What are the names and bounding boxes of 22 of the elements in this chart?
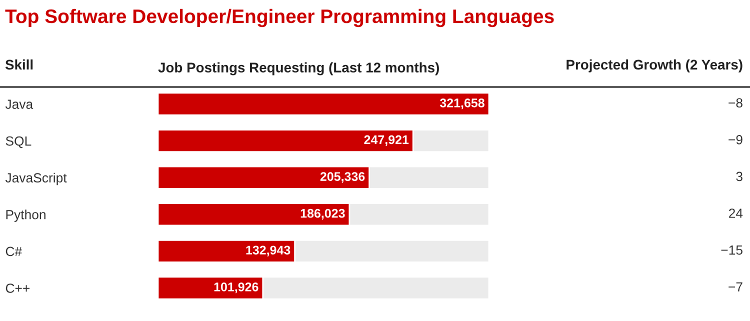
data-label: −7 bbox=[728, 282, 742, 292]
data-label: −8 bbox=[728, 98, 742, 108]
data-label: 24 bbox=[728, 208, 743, 218]
y-tick-label: Java bbox=[5, 100, 34, 109]
data-label: 101,926 bbox=[214, 282, 258, 294]
data-label: 321,658 bbox=[440, 98, 484, 110]
data-label: 247,921 bbox=[364, 135, 409, 146]
y-tick-label: SQL bbox=[6, 136, 32, 148]
data-label: −9 bbox=[728, 135, 742, 144]
y-tick-label: C++ bbox=[6, 284, 30, 293]
data-label: 132,943 bbox=[246, 246, 290, 256]
y-tick-label: Python bbox=[6, 210, 46, 222]
data-label: −15 bbox=[721, 246, 742, 255]
y-tick-label: C# bbox=[6, 246, 22, 256]
y-tick-label: JavaScript bbox=[5, 172, 67, 186]
data-label: 205,336 bbox=[320, 172, 365, 183]
x-axis-title: Job Postings Requesting (Last 12 months) bbox=[158, 62, 439, 76]
data-label: 3 bbox=[736, 172, 742, 182]
text: Projected Growth (2 Years) bbox=[566, 59, 742, 72]
y-axis-title: Skill bbox=[5, 59, 33, 70]
chart-title: Top Software Developer/Engineer Programming Languages bbox=[5, 8, 554, 28]
data-label: 186,023 bbox=[300, 208, 345, 220]
